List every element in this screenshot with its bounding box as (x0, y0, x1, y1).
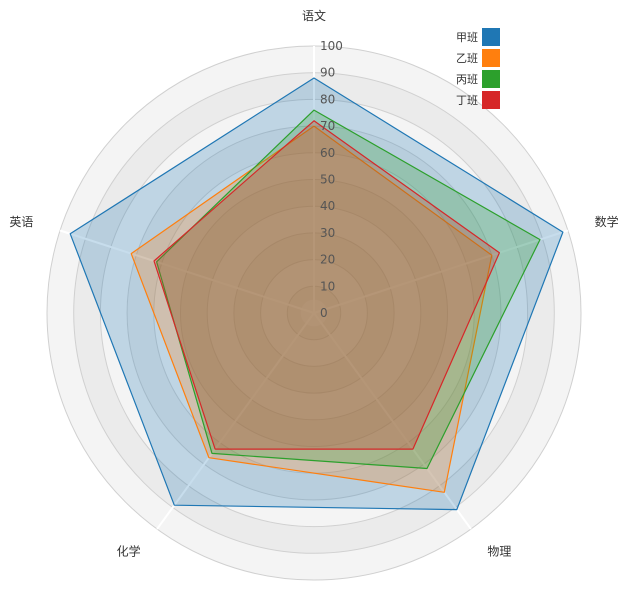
radar-series (69, 77, 564, 511)
tick-label-50: 50 (320, 173, 335, 187)
tick-label-10: 10 (320, 279, 335, 293)
series-0-area (69, 77, 564, 511)
legend-label-3: 丁班 (456, 94, 478, 107)
tick-label-100: 100 (320, 39, 343, 53)
tick-label-60: 60 (320, 146, 335, 160)
series-3-area (153, 120, 500, 450)
tick-label-30: 30 (320, 226, 335, 240)
spoke-4 (59, 229, 315, 314)
legend-label-2: 丙班 (456, 73, 478, 86)
tick-label-0: 0 (320, 306, 328, 320)
legend-label-0: 甲班 (456, 31, 478, 44)
tick-label-80: 80 (320, 92, 335, 106)
axis-label-3: 化学 (117, 544, 141, 559)
tick-label-90: 90 (320, 66, 335, 80)
legend-swatch-1 (482, 49, 500, 67)
axis-label-1: 数学 (595, 214, 619, 229)
axis-label-4: 英语 (9, 215, 33, 229)
legend-swatch-2 (482, 70, 500, 88)
axis-label-0: 语文 (302, 8, 326, 23)
legend-swatch-0 (482, 28, 500, 46)
spoke-2 (313, 312, 472, 530)
series-1-area (130, 125, 493, 493)
radar-tick-labels: 0 10 20 30 40 50 60 70 80 90 100 (320, 39, 343, 320)
legend-swatch-3 (482, 91, 500, 109)
axis-label-2: 物理 (487, 545, 511, 559)
tick-label-20: 20 (320, 253, 335, 267)
spoke-1 (313, 229, 569, 314)
radar-spokes (59, 46, 569, 530)
spoke-3 (156, 312, 315, 530)
tick-label-70: 70 (320, 119, 335, 133)
tick-label-40: 40 (320, 199, 335, 213)
legend-label-1: 乙班 (456, 52, 478, 65)
